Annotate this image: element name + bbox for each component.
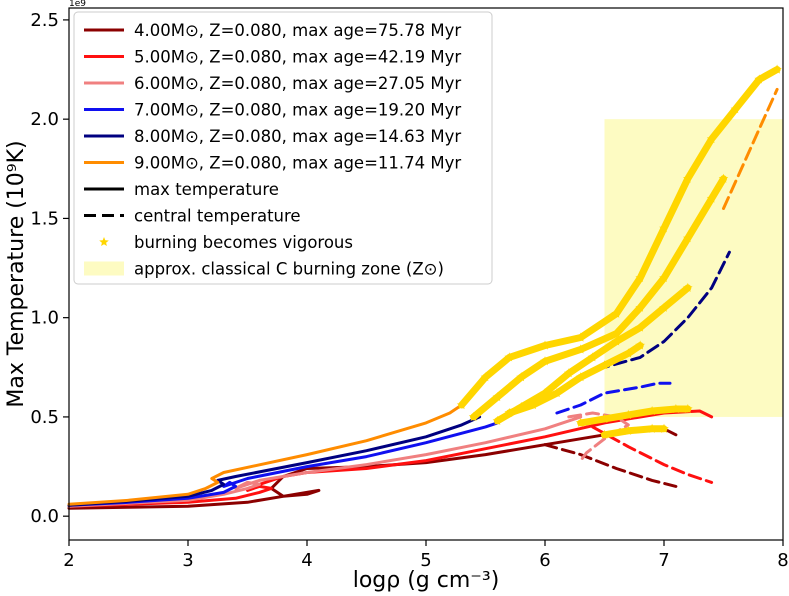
series-line-4 bbox=[67, 415, 482, 507]
series-line-8 bbox=[567, 411, 630, 463]
vigorous-burning-layer bbox=[456, 64, 782, 439]
vigorous-star bbox=[730, 104, 741, 114]
y-offset-label: 1e9 bbox=[69, 0, 86, 9]
vigorous-star bbox=[623, 409, 634, 419]
vigorous-star bbox=[516, 402, 526, 411]
vigorous-star bbox=[659, 423, 669, 433]
vigorous-star bbox=[492, 415, 503, 425]
legend-swatch-vig bbox=[99, 237, 109, 246]
vigorous-star bbox=[540, 340, 550, 350]
vigorous-star bbox=[659, 273, 669, 282]
vigorous-star bbox=[623, 425, 634, 435]
x-tick-label: 3 bbox=[182, 550, 193, 571]
vigorous-star bbox=[659, 223, 669, 233]
vigorous-star bbox=[552, 388, 562, 398]
x-tick-label: 7 bbox=[658, 550, 669, 571]
x-tick-label: 6 bbox=[539, 550, 550, 571]
vigorous-star bbox=[706, 193, 717, 203]
vigorous-star bbox=[754, 74, 764, 84]
legend-label-m7: 7.00M⊙, Z=0.080, max age=19.20 Myr bbox=[134, 101, 461, 120]
vigorous-star bbox=[635, 302, 645, 312]
vigorous-star bbox=[599, 360, 610, 370]
series-layer bbox=[67, 87, 779, 510]
legend-swatch-zone bbox=[84, 261, 124, 276]
vigorous-star bbox=[599, 429, 610, 439]
vigorous-star bbox=[492, 392, 503, 402]
vigorous-star bbox=[456, 400, 467, 410]
series-line-9 bbox=[555, 381, 672, 415]
vigorous-star bbox=[671, 404, 681, 413]
vigorous-star bbox=[647, 423, 657, 433]
series-line-11 bbox=[722, 87, 779, 210]
series-line-6 bbox=[543, 443, 678, 488]
vigorous-star bbox=[540, 356, 550, 366]
vigorous-star bbox=[575, 332, 586, 342]
vigorous-star bbox=[706, 134, 717, 144]
series-line-5 bbox=[67, 403, 464, 506]
legend-label-vig: burning becomes vigorous bbox=[134, 233, 353, 252]
vigorous-star bbox=[683, 173, 693, 183]
vigorous-star bbox=[611, 308, 622, 318]
y-axis-label: Max Temperature (10⁹K) bbox=[4, 140, 29, 407]
vigorous-star bbox=[647, 406, 657, 415]
legend-label-m9: 9.00M⊙, Z=0.080, max age=11.74 Myr bbox=[134, 154, 461, 173]
vigorous-star bbox=[575, 417, 586, 427]
vigorous-star bbox=[635, 273, 645, 282]
vigorous-star bbox=[599, 413, 610, 423]
y-tick-label: 0.5 bbox=[30, 407, 59, 428]
x-tick-label: 2 bbox=[63, 550, 74, 571]
legend-label-m8: 8.00M⊙, Z=0.080, max age=14.63 Myr bbox=[134, 127, 461, 146]
series-line-3 bbox=[67, 421, 499, 507]
series-line-2 bbox=[67, 415, 583, 508]
legend-box bbox=[73, 11, 493, 285]
legend-label-zone: approx. classical C burning zone (Z⊙) bbox=[134, 260, 444, 279]
vigorous-star bbox=[587, 352, 598, 362]
y-tick-label: 2.5 bbox=[30, 10, 59, 31]
vigorous-star bbox=[635, 340, 645, 350]
y-tick-label: 0.0 bbox=[30, 506, 59, 527]
vigorous-star bbox=[659, 302, 669, 312]
legend-label-m4: 4.00M⊙, Z=0.080, max age=75.78 Myr bbox=[134, 21, 461, 40]
x-tick-label: 5 bbox=[420, 550, 431, 571]
vigorous-star bbox=[611, 336, 622, 346]
vigorous-star bbox=[564, 368, 574, 378]
vigorous-star bbox=[468, 411, 479, 421]
x-axis-ticks: 2 3 4 5 6 7 8 bbox=[63, 540, 789, 571]
vigorous-star bbox=[528, 400, 538, 410]
vigorous-star bbox=[718, 173, 729, 183]
vigorous-star bbox=[623, 348, 634, 358]
vigorous-star bbox=[683, 404, 693, 413]
series-line-7 bbox=[591, 425, 714, 484]
x-tick-label: 8 bbox=[777, 550, 788, 571]
vigorous-star bbox=[635, 322, 645, 332]
y-tick-label: 1.0 bbox=[30, 308, 59, 329]
legend-label-m5: 5.00M⊙, Z=0.080, max age=42.19 Myr bbox=[134, 48, 461, 67]
vigorous-star bbox=[575, 372, 586, 382]
legend-label-m6: 6.00M⊙, Z=0.080, max age=27.05 Myr bbox=[134, 74, 461, 93]
vigorous-track-0 bbox=[601, 425, 668, 439]
vigorous-star bbox=[772, 64, 782, 74]
y-tick-label: 2.0 bbox=[30, 109, 59, 130]
legend-label-tmax: max temperature bbox=[134, 180, 279, 199]
vigorous-star bbox=[540, 388, 550, 398]
vigorous-star bbox=[480, 372, 491, 382]
vigorous-star bbox=[683, 282, 693, 292]
y-axis-ticks: 0.0 0.5 1.0 1.5 2.0 2.5 bbox=[30, 10, 69, 527]
x-tick-label: 4 bbox=[301, 550, 312, 571]
vigorous-star bbox=[611, 328, 622, 338]
y-tick-label: 1.5 bbox=[30, 208, 59, 229]
legend: 4.00M⊙, Z=0.080, max age=75.78 Myr 5.00M⊙… bbox=[73, 11, 493, 285]
vigorous-star bbox=[575, 344, 586, 354]
vigorous-star bbox=[504, 352, 515, 362]
vigorous-star bbox=[516, 372, 526, 382]
legend-entries: 4.00M⊙, Z=0.080, max age=75.78 Myr 5.00M⊙… bbox=[84, 21, 461, 279]
vigorous-star bbox=[683, 233, 693, 243]
legend-label-tc: central temperature bbox=[134, 207, 301, 226]
x-axis-label: logρ (g cm⁻³) bbox=[353, 568, 500, 593]
